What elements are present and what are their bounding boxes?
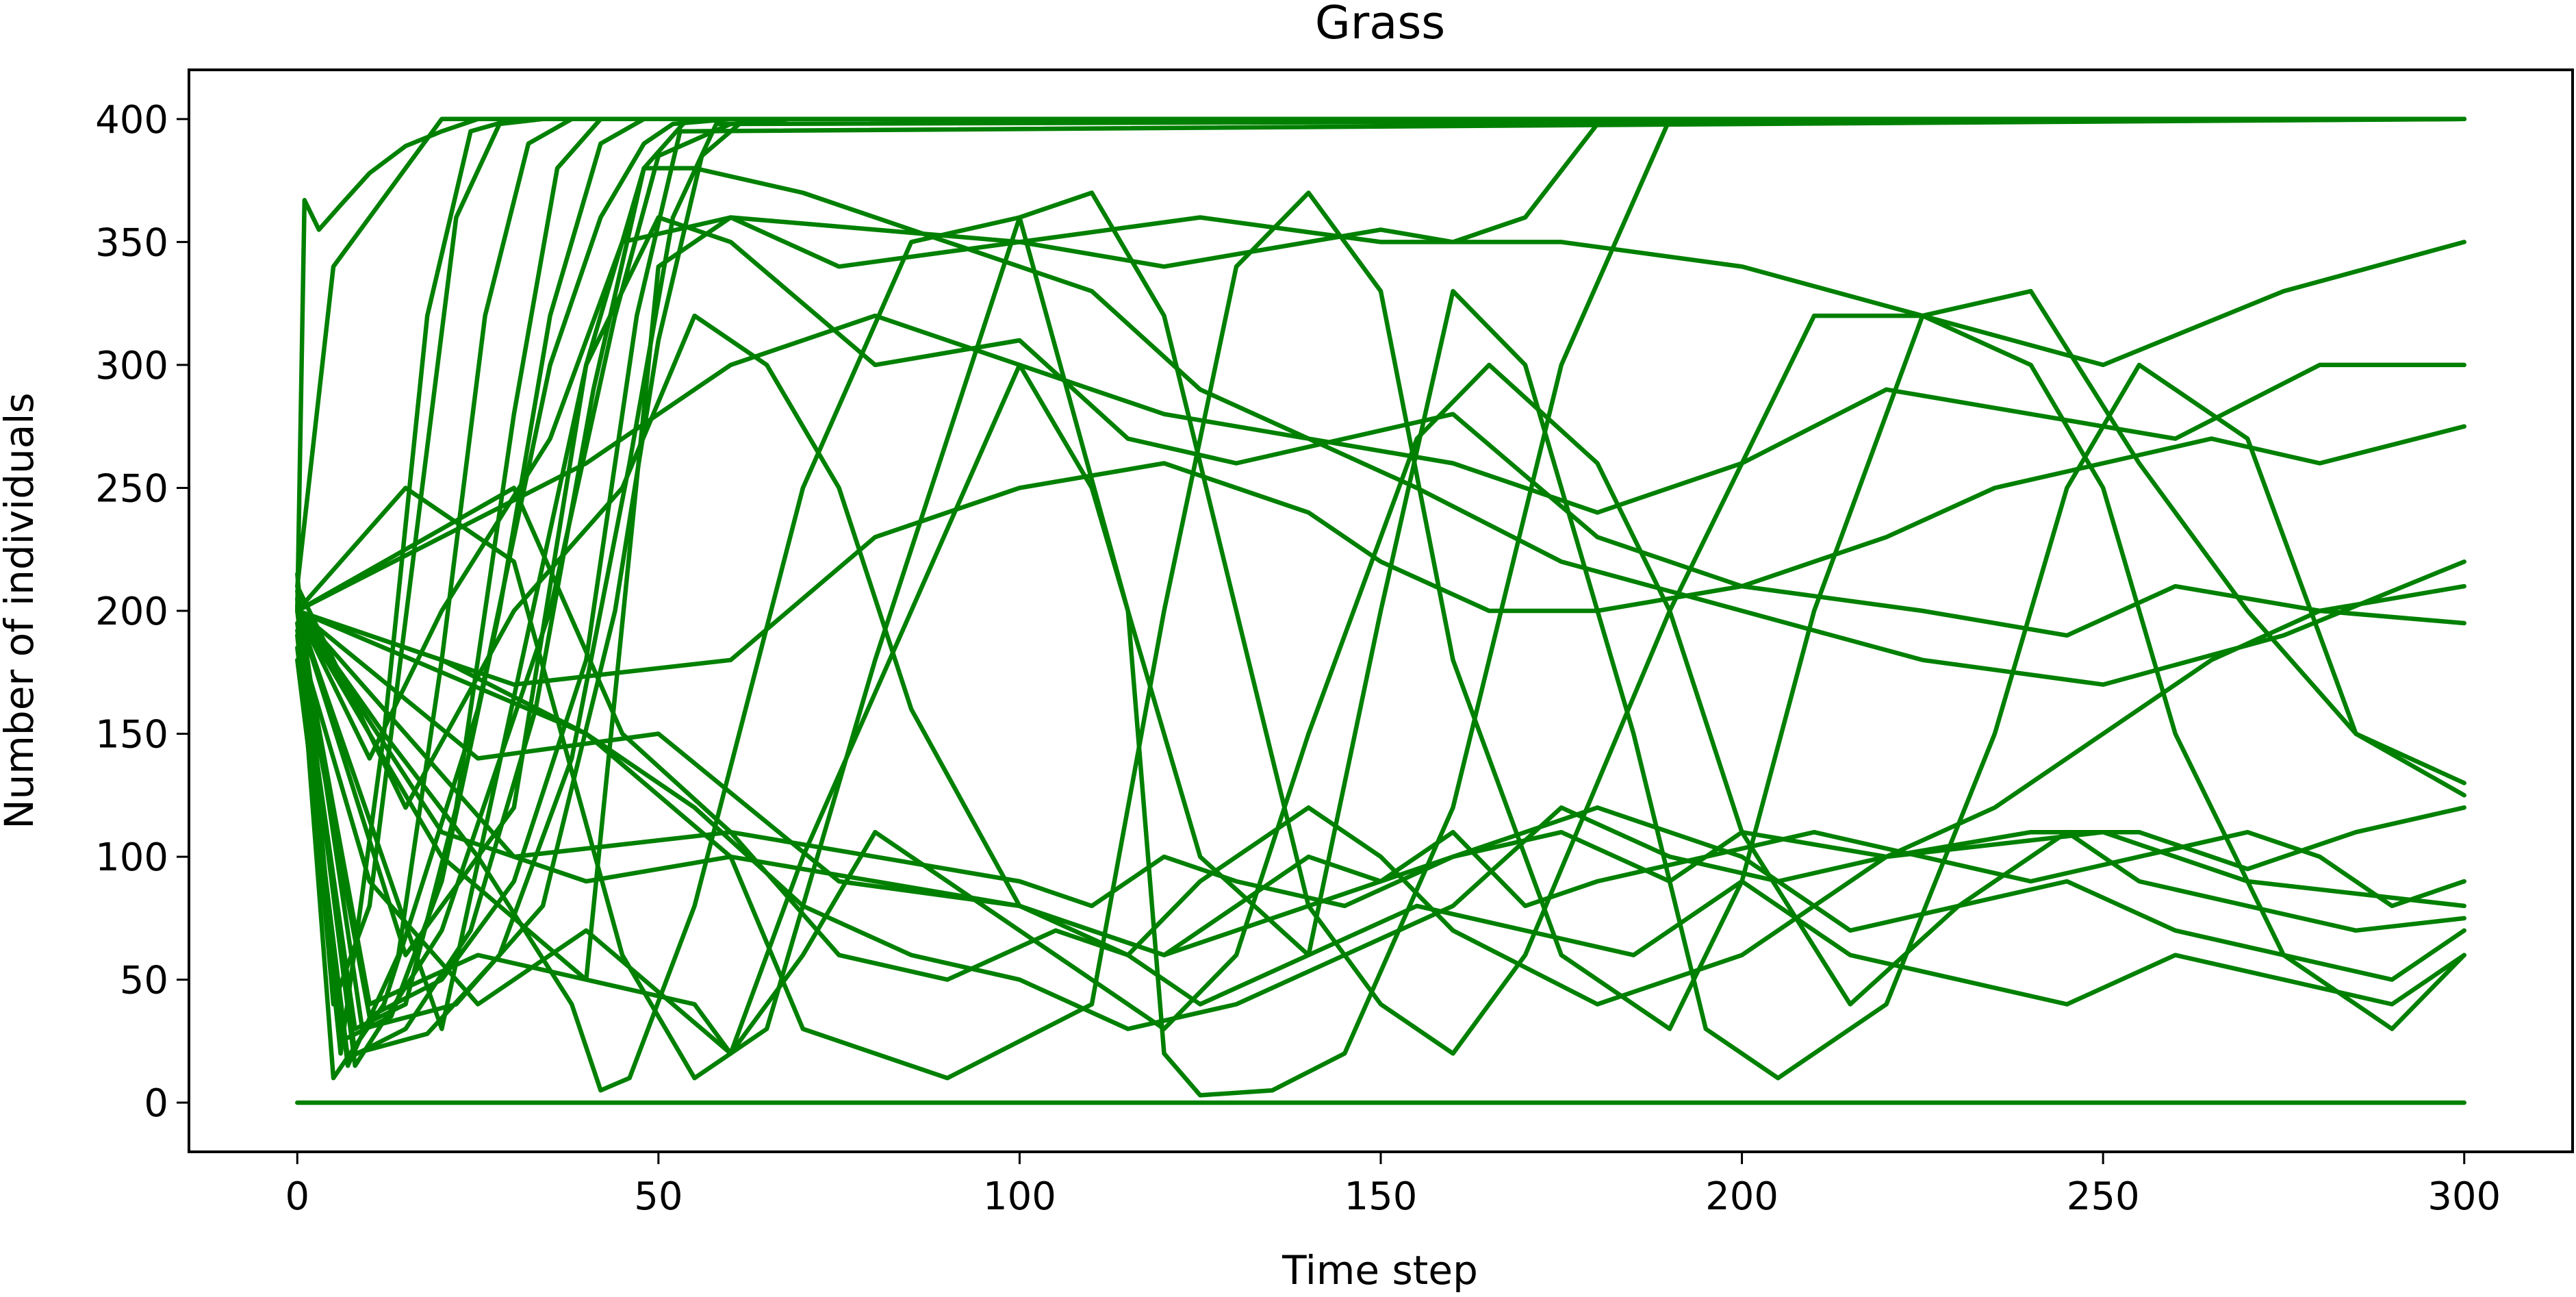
series-line-30 <box>295 313 2466 614</box>
series-line-23 <box>295 190 2466 1081</box>
x-tick-label: 200 <box>1705 1174 1778 1219</box>
x-tick-label: 250 <box>2067 1174 2140 1219</box>
series-line-16 <box>295 166 2466 957</box>
x-tick-label: 100 <box>983 1174 1056 1219</box>
chart-title: Grass <box>1315 0 1445 49</box>
y-tick-label: 50 <box>120 959 168 1003</box>
series-line-3 <box>295 116 2466 1056</box>
y-axis: 0 50 100 150 200 250 300 350 400 <box>95 98 189 1126</box>
y-tick-label: 0 <box>144 1081 168 1126</box>
y-tick-label: 350 <box>95 221 168 265</box>
series-line-11 <box>295 116 2466 1031</box>
x-tick-label: 300 <box>2427 1174 2501 1219</box>
y-tick-label: 200 <box>95 590 168 634</box>
series-line-15 <box>295 215 2466 761</box>
series-line-19 <box>295 362 2466 1056</box>
series-line-8 <box>295 116 2466 1061</box>
series-layer <box>295 116 2466 1105</box>
series-line-2 <box>295 116 2466 589</box>
y-tick-label: 100 <box>95 835 168 880</box>
x-axis-label: Time step <box>1281 1247 1478 1294</box>
y-axis-label: Number of individuals <box>0 392 42 829</box>
x-axis: 0 50 100 150 200 250 300 <box>285 1152 2501 1219</box>
x-tick-label: 50 <box>634 1174 683 1219</box>
series-line-17 <box>295 215 2466 1031</box>
y-tick-label: 300 <box>95 344 168 388</box>
series-line-1 <box>295 116 2466 614</box>
series-line-18 <box>295 313 2466 1007</box>
series-line-29 <box>295 424 2466 687</box>
series-line-21 <box>295 116 2466 1098</box>
series-line-26 <box>295 608 2466 982</box>
series-line-24 <box>295 608 2466 957</box>
y-tick-label: 250 <box>95 466 168 511</box>
y-tick-label: 150 <box>95 713 168 757</box>
series-line-13 <box>295 116 2466 1081</box>
x-tick-label: 150 <box>1344 1174 1418 1219</box>
x-tick-label: 0 <box>285 1174 309 1219</box>
y-tick-label: 400 <box>95 98 168 142</box>
series-line-28 <box>295 583 2466 1031</box>
